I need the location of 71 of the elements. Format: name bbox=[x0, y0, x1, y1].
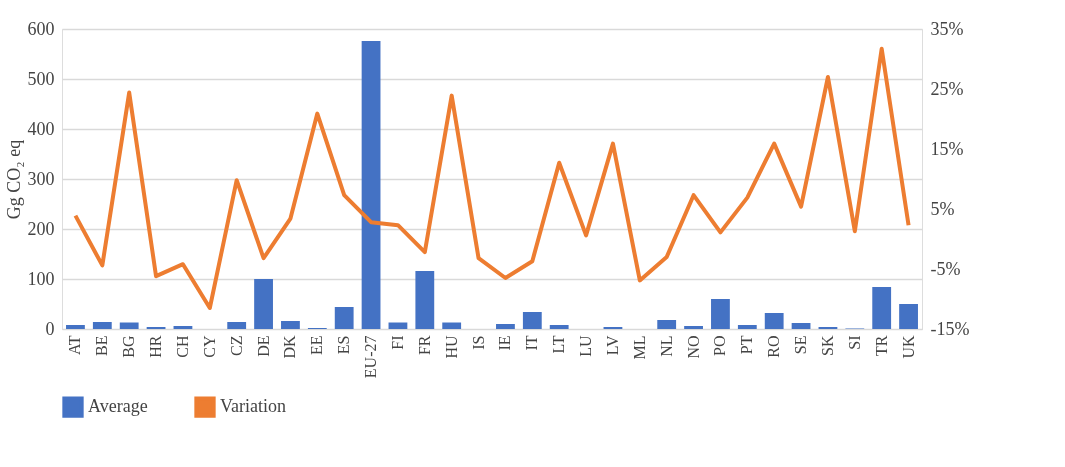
bar bbox=[737, 325, 757, 329]
bar bbox=[227, 322, 247, 329]
y-tick-label: 200 bbox=[27, 218, 55, 239]
x-tick-label: CY bbox=[200, 335, 218, 358]
x-tick-label: IS bbox=[469, 335, 487, 350]
bar bbox=[254, 279, 273, 329]
x-tick-label: RO bbox=[765, 335, 783, 358]
x-tick-label: LU bbox=[577, 335, 595, 357]
y2-tick-label: 15% bbox=[930, 138, 964, 159]
x-tick-label: ML bbox=[630, 335, 648, 360]
bar bbox=[92, 322, 112, 329]
line-series bbox=[73, 46, 911, 310]
bar bbox=[281, 321, 300, 329]
y-tick-label: 400 bbox=[27, 118, 55, 139]
bar bbox=[899, 304, 918, 329]
bar bbox=[496, 324, 515, 329]
x-tick-label: NL bbox=[657, 335, 675, 357]
x-tick-label: CZ bbox=[227, 335, 245, 356]
y2-tick-label: 25% bbox=[930, 78, 964, 99]
x-tick-label: NO bbox=[684, 335, 702, 359]
x-tick-label: SK bbox=[818, 335, 836, 356]
y-tick-label: 100 bbox=[27, 268, 55, 289]
bar bbox=[415, 271, 435, 329]
bar bbox=[764, 313, 784, 329]
x-tick-label: SE bbox=[792, 335, 810, 355]
x-tick-label: FI bbox=[388, 335, 406, 350]
x-tick-label: CH bbox=[173, 335, 191, 358]
bar bbox=[66, 325, 85, 329]
x-tick-label: IT bbox=[523, 335, 541, 351]
x-tick-label: HR bbox=[147, 335, 165, 358]
x-tick-label: EE bbox=[308, 335, 326, 356]
x-tick-label: EU-27 bbox=[362, 335, 380, 379]
y2-tick-label: 35% bbox=[930, 18, 964, 39]
bar bbox=[522, 312, 542, 329]
bar bbox=[119, 322, 139, 329]
y-tick-label: 500 bbox=[27, 68, 55, 89]
x-tick-label: LV bbox=[603, 335, 621, 356]
x-tick-label: TR bbox=[872, 335, 890, 356]
x-tick-label: DE bbox=[254, 335, 272, 357]
x-tick-label: HU bbox=[442, 335, 460, 359]
bar bbox=[791, 323, 811, 329]
x-tick-label: AT bbox=[66, 335, 84, 356]
x-tick-label: IE bbox=[496, 335, 514, 351]
y2-tick-label: -5% bbox=[930, 258, 961, 279]
bar bbox=[872, 287, 892, 329]
x-tick-label: PT bbox=[738, 335, 756, 355]
y2-tick-label: -15% bbox=[930, 318, 970, 339]
x-tick-label: PO bbox=[711, 335, 729, 356]
y2-tick-label: 5% bbox=[930, 198, 955, 219]
bar bbox=[684, 326, 703, 329]
bar bbox=[657, 320, 677, 329]
bar bbox=[442, 322, 462, 329]
bar bbox=[334, 307, 354, 329]
x-tick-label: FR bbox=[415, 335, 433, 356]
bar bbox=[549, 325, 569, 329]
y-axis-title: Gg CO₂ eq bbox=[3, 139, 24, 220]
bar bbox=[361, 41, 381, 329]
bar bbox=[173, 326, 193, 329]
y-tick-label: 600 bbox=[27, 18, 55, 39]
x-tick-label: LT bbox=[550, 335, 568, 354]
y-tick-label: 0 bbox=[45, 318, 55, 339]
x-tick-label: SI bbox=[845, 335, 863, 350]
bar bbox=[711, 299, 730, 329]
legend-label: Average bbox=[88, 396, 148, 417]
x-tick-label: BE bbox=[93, 335, 111, 356]
x-tick-label: ES bbox=[335, 335, 353, 355]
x-tick-label: UK bbox=[899, 335, 917, 359]
y-tick-label: 300 bbox=[27, 168, 55, 189]
x-tick-label: DK bbox=[281, 335, 299, 359]
x-tick-label: BG bbox=[120, 335, 138, 358]
legend-label: Variation bbox=[220, 396, 286, 417]
